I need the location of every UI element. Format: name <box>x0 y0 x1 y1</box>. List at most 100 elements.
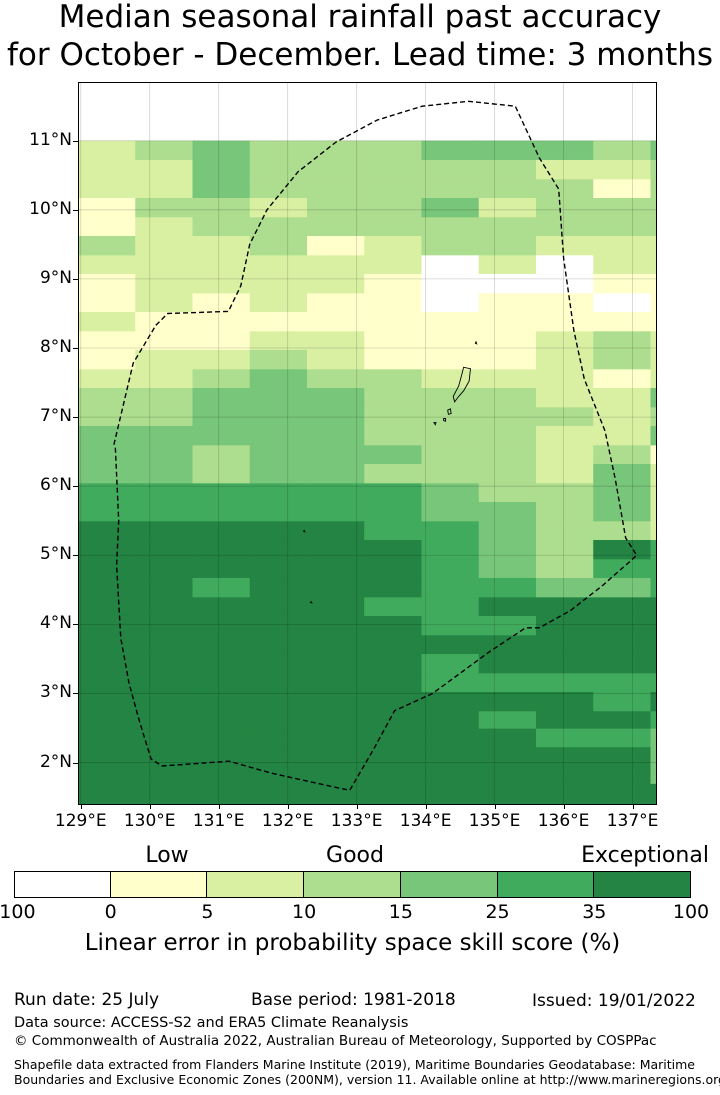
skill-grid-cell <box>535 634 594 654</box>
skill-grid-cell <box>650 596 656 616</box>
skill-grid-cell <box>364 444 423 464</box>
issued-date: Issued: 19/01/2022 <box>532 991 696 1011</box>
skill-grid-cell <box>421 710 480 729</box>
skill-grid-cell <box>135 292 194 312</box>
skill-grid-cell <box>78 254 136 274</box>
skill-grid-cell <box>421 463 480 484</box>
latitude-tick <box>73 140 78 142</box>
skill-grid-cell <box>135 710 194 729</box>
skill-grid-cell <box>135 783 194 804</box>
skill-grid-cell <box>535 482 594 502</box>
skill-grid-cell <box>421 330 480 350</box>
skill-grid-cell <box>593 728 652 748</box>
skill-grid-cell <box>535 653 594 674</box>
skill-grid-cell <box>593 746 652 767</box>
skill-grid-cell <box>78 159 136 180</box>
skill-grid-cell <box>306 349 365 370</box>
skill-grid-cell <box>78 425 136 446</box>
skill-grid-cell <box>306 197 365 218</box>
skill-grid-cell <box>650 482 656 502</box>
skill-grid-cell <box>78 216 136 236</box>
skill-grid-cell <box>78 463 136 484</box>
skill-grid-cell <box>192 349 251 370</box>
skill-grid-cell <box>650 634 656 654</box>
skill-grid-cell <box>421 482 480 502</box>
skill-grid-cell <box>306 634 365 654</box>
colorbar-category-good: Good <box>326 843 384 868</box>
skill-grid-cell <box>249 728 308 748</box>
skill-grid-cell <box>249 216 308 236</box>
skill-grid-cell <box>192 615 251 636</box>
skill-grid-cell <box>249 501 308 522</box>
skill-grid-cell <box>421 444 480 464</box>
skill-grid-cell <box>535 178 594 198</box>
skill-grid-cell <box>192 235 251 256</box>
skill-grid-cell <box>478 235 537 256</box>
skill-grid-cell <box>593 273 652 294</box>
skill-grid-cell <box>78 140 136 160</box>
longitude-tick <box>425 804 427 809</box>
skill-grid-cell <box>192 482 251 502</box>
skill-grid-cell <box>593 520 652 540</box>
skill-grid-cell <box>192 159 251 180</box>
skill-grid-cell <box>78 691 136 712</box>
skill-grid-cell <box>78 615 136 636</box>
skill-grid-cell <box>249 349 308 370</box>
skill-grid-cell <box>364 292 423 312</box>
skill-grid-cell <box>249 178 308 198</box>
skill-grid-cell <box>249 292 308 312</box>
skill-grid-cell <box>535 539 594 560</box>
skill-grid-cell <box>650 140 656 160</box>
colorbar-bin <box>110 871 208 898</box>
skill-grid-cell <box>306 539 365 560</box>
colorbar-tick-label: -100 <box>0 901 36 923</box>
skill-grid-cell <box>364 254 423 274</box>
skill-grid-cell <box>192 444 251 464</box>
island-outline <box>443 418 447 422</box>
skill-grid-cell <box>593 159 652 180</box>
skill-grid-cell <box>478 634 537 654</box>
skill-grid-cell <box>593 349 652 370</box>
skill-grid-cell <box>593 634 652 654</box>
skill-grid-cell <box>249 330 308 350</box>
longitude-tick <box>149 804 151 809</box>
skill-grid-cell <box>192 425 251 446</box>
skill-grid-cell <box>78 710 136 729</box>
skill-grid-cell <box>478 425 537 446</box>
skill-grid-cell <box>192 254 251 274</box>
skill-grid-cell <box>535 235 594 256</box>
skill-grid-cell <box>249 653 308 674</box>
longitude-tick <box>218 804 220 809</box>
skill-grid-cell <box>78 728 136 748</box>
skill-grid-cell <box>650 406 656 426</box>
island-outline <box>452 366 471 403</box>
skill-grid-cell <box>421 615 480 636</box>
skill-grid-cell <box>364 501 423 522</box>
island-outline <box>302 529 306 533</box>
skill-grid-cell <box>135 746 194 767</box>
longitude-label: 136°E <box>537 811 590 831</box>
skill-grid-cell <box>421 539 480 560</box>
skill-grid-cell <box>421 746 480 767</box>
longitude-tick <box>494 804 496 809</box>
skill-grid-cell <box>192 330 251 350</box>
latitude-tick <box>73 624 78 626</box>
skill-grid-cell <box>421 425 480 446</box>
shapefile-credit-line-1: Shapefile data extracted from Flanders M… <box>14 1057 695 1072</box>
skill-grid-cell <box>535 615 594 636</box>
skill-map-svg <box>78 82 656 804</box>
skill-grid-cell <box>135 728 194 748</box>
skill-grid-cell <box>249 311 308 332</box>
skill-grid-cell <box>306 216 365 236</box>
skill-grid-cell <box>78 746 136 767</box>
skill-grid-cell <box>192 672 251 692</box>
skill-grid-cell <box>478 746 537 767</box>
latitude-tick <box>73 209 78 211</box>
skill-grid-cell <box>192 178 251 198</box>
skill-grid-cell <box>650 330 656 350</box>
skill-grid-cell <box>421 254 480 274</box>
copyright-notice: © Commonwealth of Australia 2022, Austra… <box>14 1033 657 1049</box>
skill-grid-cell <box>650 197 656 218</box>
skill-grid-cell <box>306 482 365 502</box>
skill-grid-cell <box>421 349 480 370</box>
